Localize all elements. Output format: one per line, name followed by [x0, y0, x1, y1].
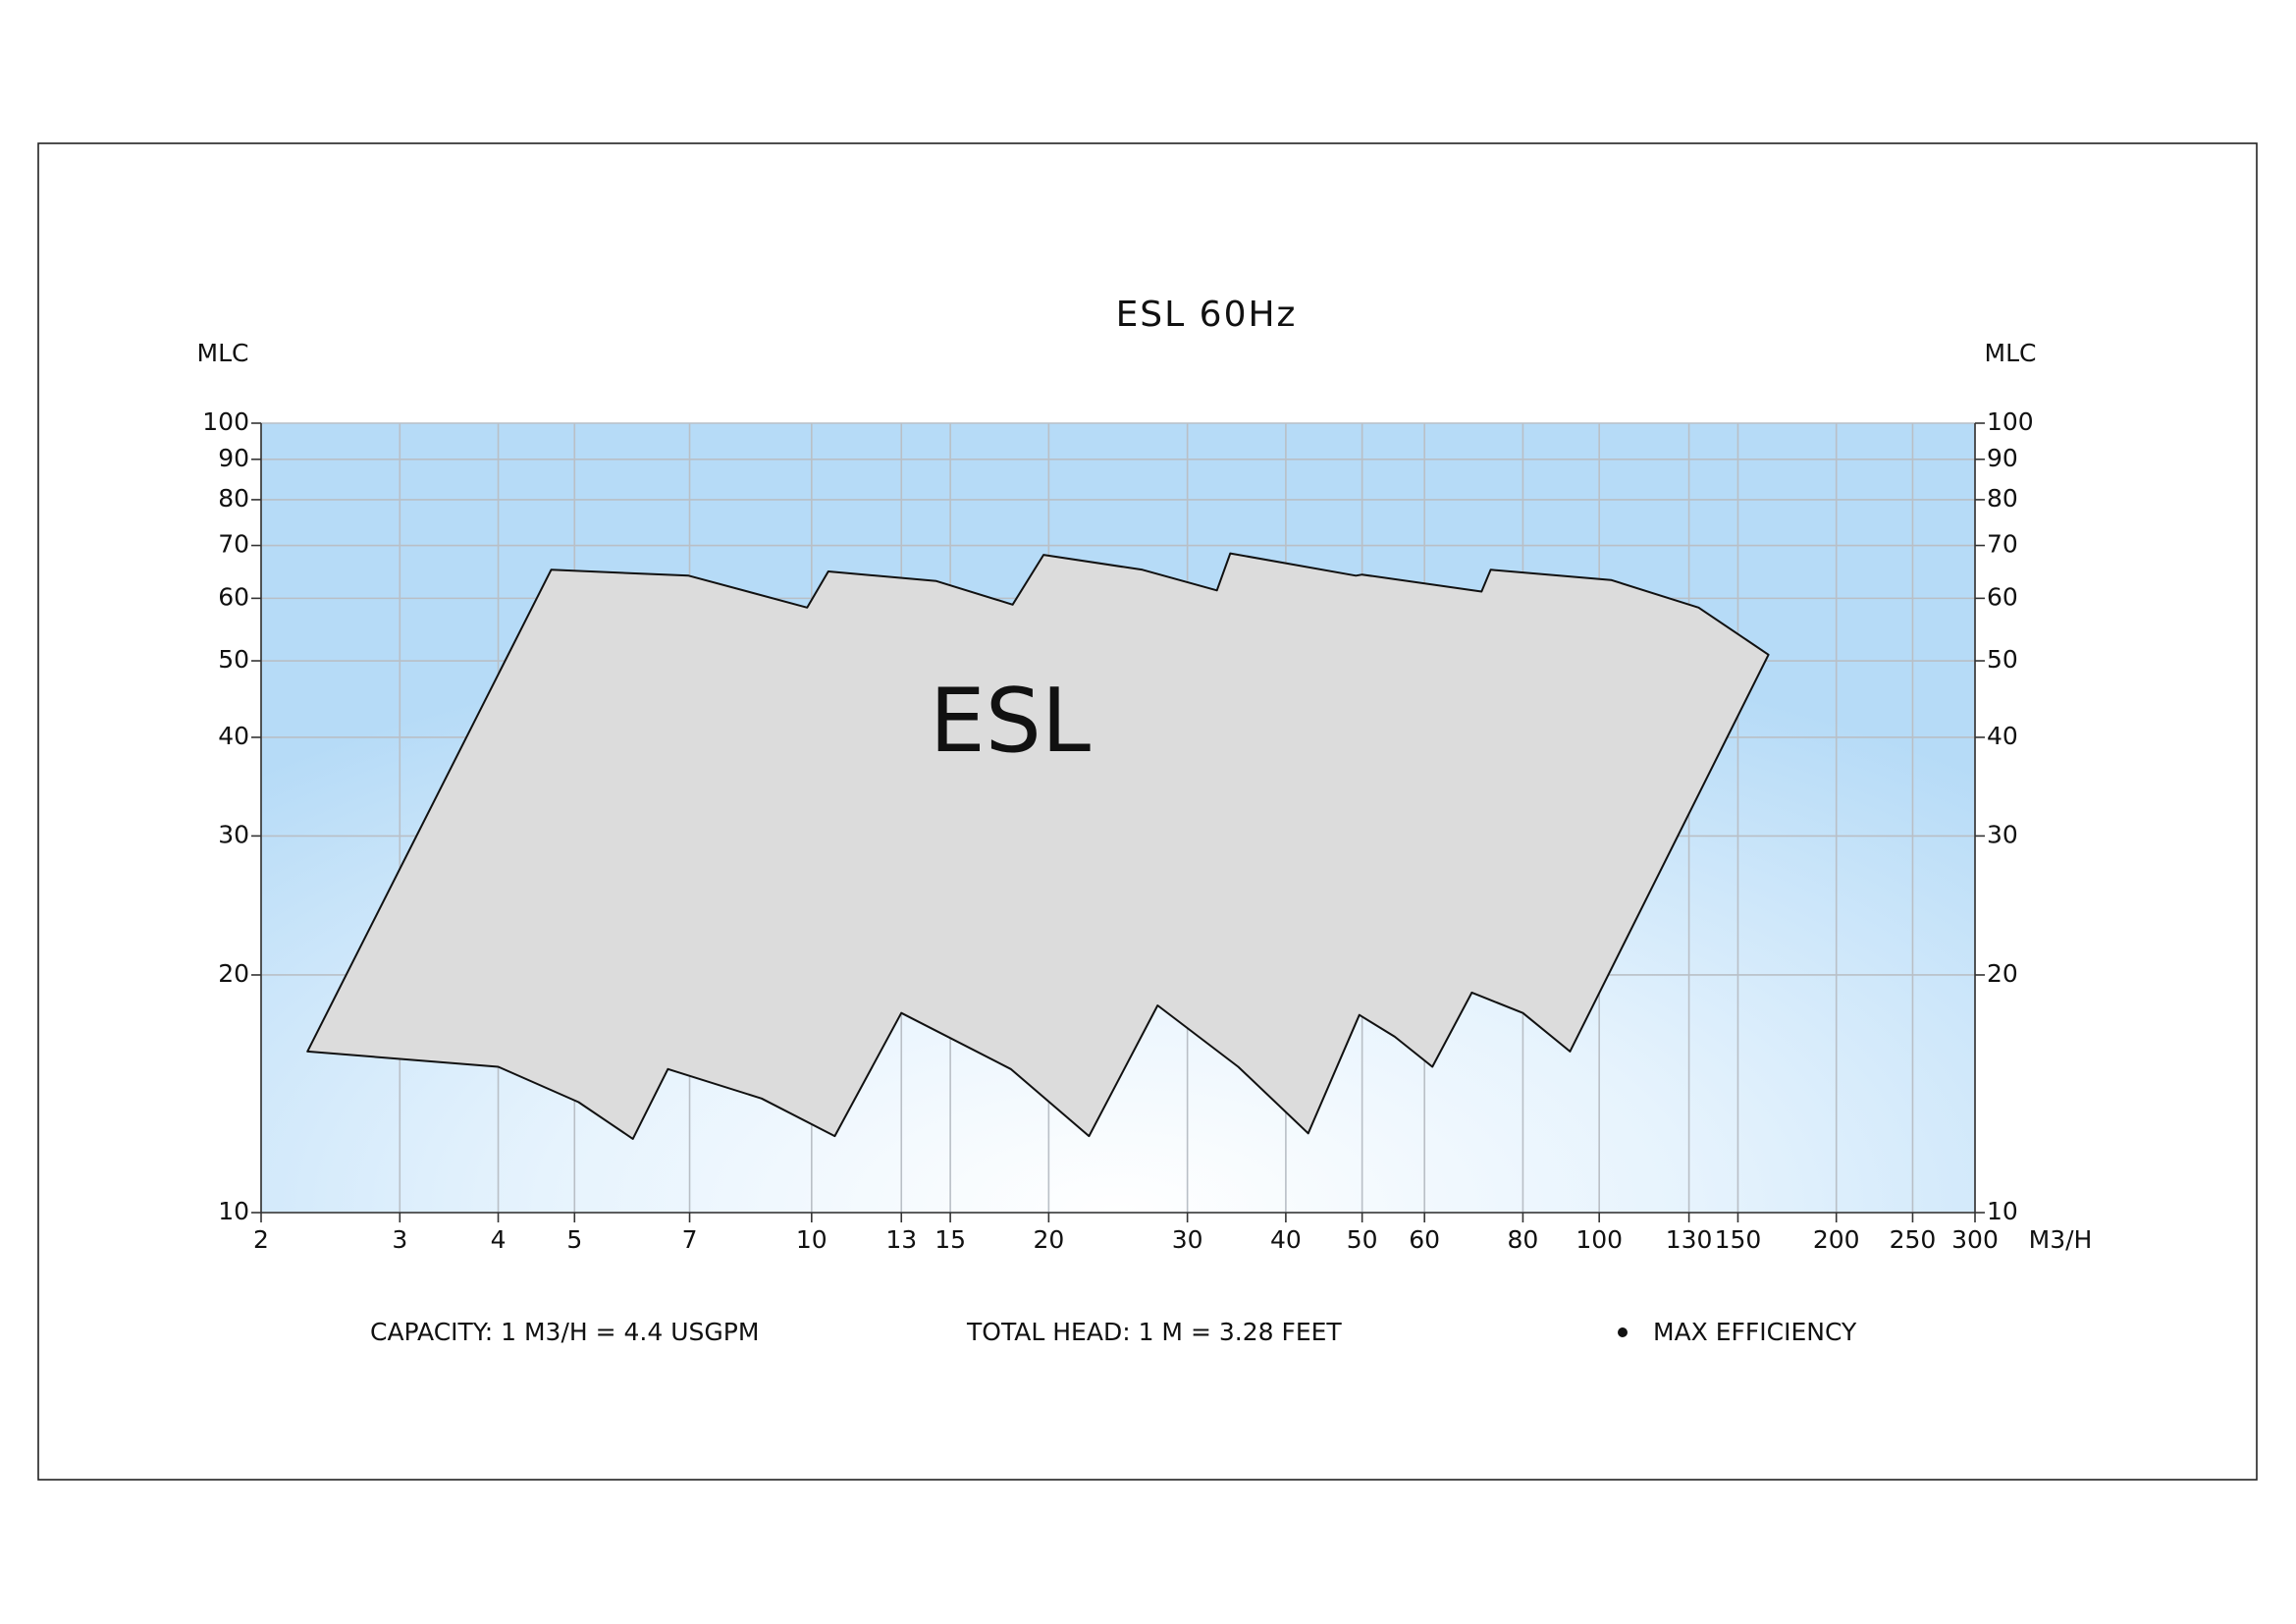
y-tick-label: 40 [218, 722, 249, 750]
x-tick-label: 250 [1890, 1225, 1937, 1254]
x-tick-label: 5 [566, 1225, 582, 1254]
x-tick-label: 4 [491, 1225, 507, 1254]
y2-tick-label: 70 [1987, 530, 2018, 559]
envelope [306, 552, 1770, 1140]
x-tick-label: 15 [934, 1225, 966, 1254]
y2-tick-label: 50 [1987, 645, 2018, 674]
y2-tick-label: 20 [1987, 959, 2018, 988]
x-tick-label: 30 [1172, 1225, 1203, 1254]
y-tick-label: 90 [218, 444, 249, 472]
x-tick-label: 40 [1270, 1225, 1302, 1254]
y2-axis-label: MLC [1985, 339, 2037, 367]
x-tick-label: 300 [1951, 1225, 1999, 1254]
note: MAX EFFICIENCY [1653, 1318, 1857, 1346]
x-tick-label: 150 [1715, 1225, 1762, 1254]
x-tick-label: 10 [796, 1225, 828, 1254]
note: TOTAL HEAD: 1 M = 3.28 FEET [966, 1318, 1342, 1346]
y-tick-label: 70 [218, 530, 249, 559]
x-axis-label: M3/H [2029, 1225, 2093, 1254]
x-tick-label: 100 [1575, 1225, 1623, 1254]
x-tick-label: 13 [885, 1225, 917, 1254]
x-tick-label: 20 [1033, 1225, 1064, 1254]
y2-tick-label: 40 [1987, 722, 2018, 750]
x-tick-label: 3 [392, 1225, 407, 1254]
series-label: ESL [930, 670, 1091, 773]
legend-dot [1618, 1327, 1628, 1337]
y-tick-label: 10 [218, 1197, 249, 1225]
x-tick-label: 2 [253, 1225, 269, 1254]
y2-tick-label: 90 [1987, 444, 2018, 472]
chart-title: ESL 60Hz [1116, 295, 1298, 335]
x-tick-label: 50 [1347, 1225, 1378, 1254]
y-tick-label: 100 [202, 407, 249, 436]
y-tick-label: 60 [218, 582, 249, 611]
y-tick-label: 20 [218, 959, 249, 988]
y2-tick-label: 80 [1987, 484, 2018, 513]
x-tick-label: 200 [1813, 1225, 1860, 1254]
y-tick-label: 80 [218, 484, 249, 513]
x-tick-label: 60 [1409, 1225, 1440, 1254]
x-tick-label: 7 [682, 1225, 698, 1254]
y-tick-label: 50 [218, 645, 249, 674]
x-tick-label: 80 [1508, 1225, 1539, 1254]
y2-tick-label: 30 [1987, 820, 2018, 848]
y2-tick-label: 100 [1987, 407, 2034, 436]
x-tick-label: 130 [1666, 1225, 1713, 1254]
frame [37, 142, 2258, 1481]
y2-tick-label: 60 [1987, 582, 2018, 611]
note: CAPACITY: 1 M3/H = 4.4 USGPM [370, 1318, 759, 1346]
y-tick-label: 30 [218, 820, 249, 848]
y2-tick-label: 10 [1987, 1197, 2018, 1225]
y-axis-label: MLC [197, 339, 249, 367]
